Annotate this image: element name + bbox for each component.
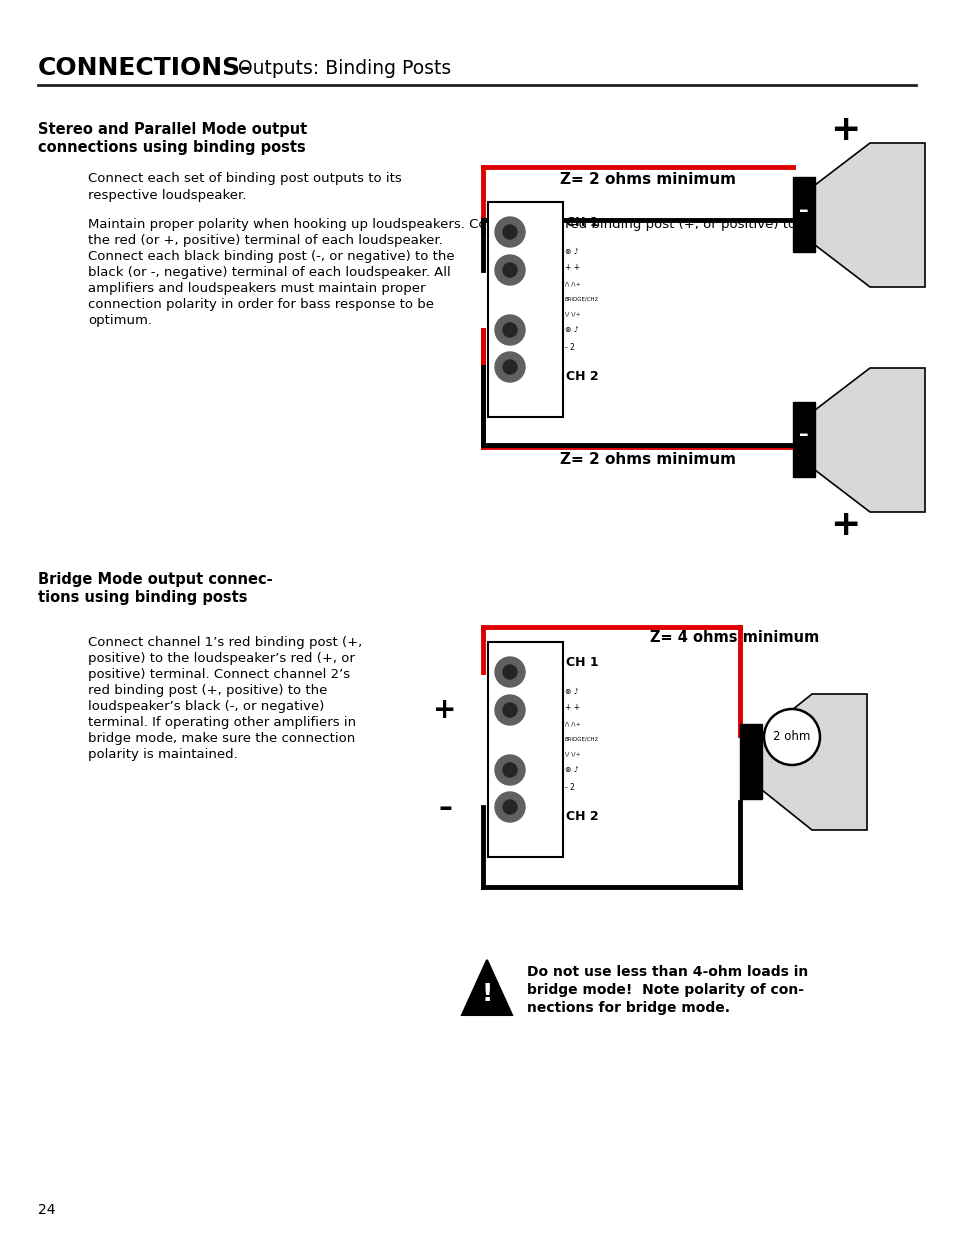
Circle shape xyxy=(502,664,517,679)
Text: CH 1: CH 1 xyxy=(565,656,598,668)
Text: bridge mode!  Note polarity of con-: bridge mode! Note polarity of con- xyxy=(526,983,803,997)
Text: CH 2: CH 2 xyxy=(565,370,598,384)
Text: Do not use less than 4-ohm loads in: Do not use less than 4-ohm loads in xyxy=(526,965,807,979)
Text: Z= 4 ohms minimum: Z= 4 ohms minimum xyxy=(649,630,819,645)
Circle shape xyxy=(502,263,517,277)
Text: amplifiers and loudspeakers must maintain proper: amplifiers and loudspeakers must maintai… xyxy=(88,282,425,295)
Text: Maintain proper polarity when hooking up loudspeakers. Connect each red binding : Maintain proper polarity when hooking up… xyxy=(88,219,796,231)
Bar xyxy=(792,403,814,477)
Polygon shape xyxy=(814,368,924,513)
Circle shape xyxy=(495,695,524,725)
Text: !: ! xyxy=(481,982,492,1007)
Text: +: + xyxy=(829,112,860,147)
Text: terminal. If operating other amplifiers in: terminal. If operating other amplifiers … xyxy=(88,716,355,729)
Text: CH 2: CH 2 xyxy=(565,810,598,824)
Text: Z= 2 ohms minimum: Z= 2 ohms minimum xyxy=(559,172,735,186)
Text: positive) terminal. Connect channel 2’s: positive) terminal. Connect channel 2’s xyxy=(88,668,350,680)
Circle shape xyxy=(495,217,524,247)
Text: - 2: - 2 xyxy=(564,783,575,792)
Text: +: + xyxy=(433,697,456,724)
Circle shape xyxy=(502,324,517,337)
Text: nections for bridge mode.: nections for bridge mode. xyxy=(526,1002,729,1015)
Bar xyxy=(740,724,761,799)
Text: positive) to the loudspeaker’s red (+, or: positive) to the loudspeaker’s red (+, o… xyxy=(88,652,355,664)
Text: Z= 2 ohms minimum: Z= 2 ohms minimum xyxy=(559,452,735,467)
Polygon shape xyxy=(814,143,924,287)
Bar xyxy=(488,642,562,857)
Circle shape xyxy=(495,254,524,285)
Text: –: – xyxy=(437,794,452,823)
Text: respective loudspeaker.: respective loudspeaker. xyxy=(88,189,246,203)
Polygon shape xyxy=(761,694,866,830)
Text: Bridge Mode output connec-: Bridge Mode output connec- xyxy=(38,572,273,587)
Text: Connect each black binding post (-, or negative) to the: Connect each black binding post (-, or n… xyxy=(88,249,455,263)
Text: ⊗ ♪: ⊗ ♪ xyxy=(564,688,578,697)
Text: \/ \/+: \/ \/+ xyxy=(564,311,580,316)
Text: Connect each set of binding post outputs to its: Connect each set of binding post outputs… xyxy=(88,172,401,185)
Text: –: – xyxy=(799,200,808,220)
Circle shape xyxy=(502,703,517,718)
Text: + +: + + xyxy=(564,703,579,711)
Bar xyxy=(488,203,562,417)
Text: the red (or +, positive) terminal of each loudspeaker.: the red (or +, positive) terminal of eac… xyxy=(88,233,442,247)
Circle shape xyxy=(502,800,517,814)
Text: optimum.: optimum. xyxy=(88,314,152,327)
Text: polarity is maintained.: polarity is maintained. xyxy=(88,748,237,761)
Circle shape xyxy=(495,792,524,823)
Text: 24: 24 xyxy=(38,1203,55,1216)
Text: /\ /\+: /\ /\+ xyxy=(564,721,580,726)
Text: Connect channel 1’s red binding post (+,: Connect channel 1’s red binding post (+, xyxy=(88,636,362,650)
Text: + +: + + xyxy=(564,263,579,272)
Bar xyxy=(792,177,814,252)
Text: Outputs: Binding Posts: Outputs: Binding Posts xyxy=(232,58,451,78)
Text: - 2: - 2 xyxy=(564,342,575,352)
Text: +: + xyxy=(829,508,860,542)
Circle shape xyxy=(495,657,524,687)
Circle shape xyxy=(763,709,820,764)
Text: bridge mode, make sure the connection: bridge mode, make sure the connection xyxy=(88,732,355,745)
Text: ⊗ ♪: ⊗ ♪ xyxy=(564,247,578,257)
Polygon shape xyxy=(461,960,512,1015)
Circle shape xyxy=(502,763,517,777)
Text: connection polarity in order for bass response to be: connection polarity in order for bass re… xyxy=(88,298,434,311)
Text: /\ /\+: /\ /\+ xyxy=(564,282,580,287)
Text: red binding post (+, positive) to the: red binding post (+, positive) to the xyxy=(88,684,327,697)
Circle shape xyxy=(495,315,524,345)
Circle shape xyxy=(502,225,517,240)
Text: loudspeaker’s black (-, or negative): loudspeaker’s black (-, or negative) xyxy=(88,700,324,713)
Text: –: – xyxy=(799,426,808,445)
Text: connections using binding posts: connections using binding posts xyxy=(38,140,305,156)
Text: tions using binding posts: tions using binding posts xyxy=(38,590,247,605)
Text: ⊗ ♪: ⊗ ♪ xyxy=(564,766,578,774)
Text: ⊗ ♪: ⊗ ♪ xyxy=(564,326,578,335)
Text: BRIDGE/CH2: BRIDGE/CH2 xyxy=(564,736,598,741)
Circle shape xyxy=(495,755,524,785)
Text: black (or -, negative) terminal of each loudspeaker. All: black (or -, negative) terminal of each … xyxy=(88,266,450,279)
Text: \/ \/+: \/ \/+ xyxy=(564,752,580,757)
Text: Stereo and Parallel Mode output: Stereo and Parallel Mode output xyxy=(38,122,307,137)
Text: 2 ohm: 2 ohm xyxy=(773,730,810,743)
Circle shape xyxy=(502,359,517,374)
Text: CH 1: CH 1 xyxy=(565,215,598,228)
Text: CONNECTIONS-: CONNECTIONS- xyxy=(38,56,252,80)
Text: BRIDGE/CH2: BRIDGE/CH2 xyxy=(564,296,598,301)
Circle shape xyxy=(495,352,524,382)
